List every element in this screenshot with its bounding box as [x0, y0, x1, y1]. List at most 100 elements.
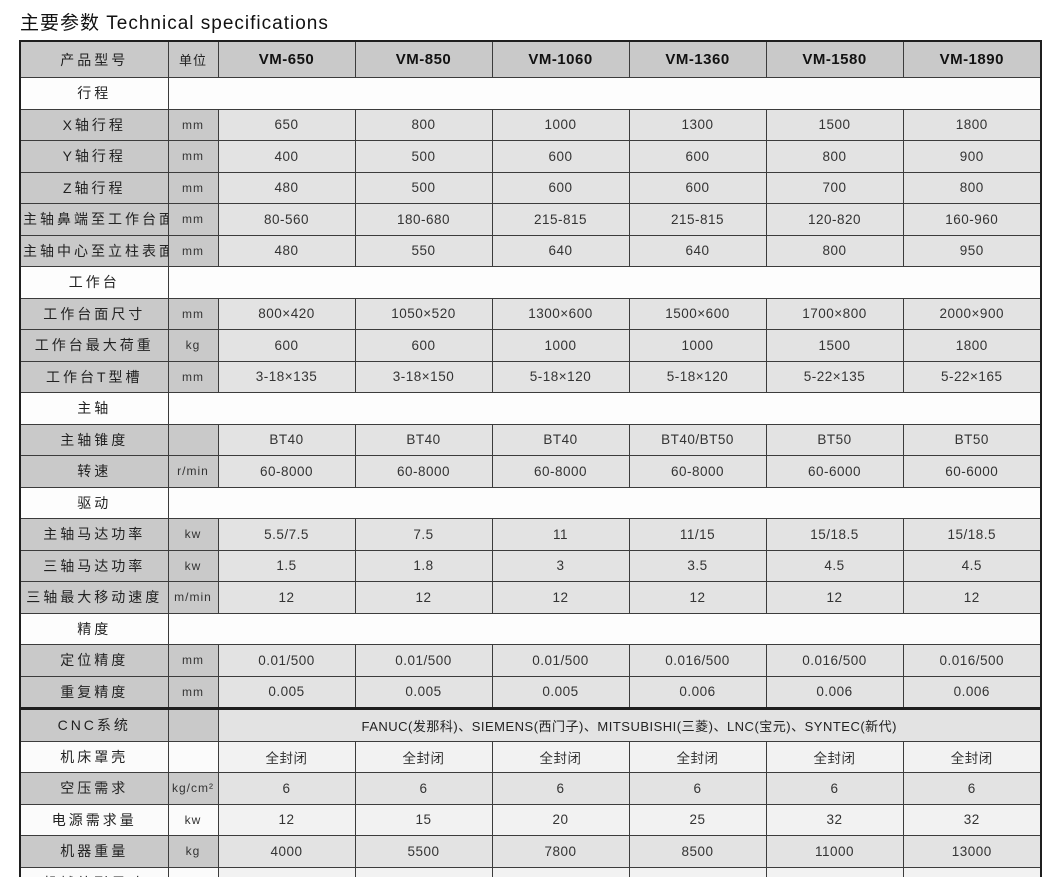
value-cell: 3200×2700×2750: [491, 866, 630, 877]
row-label: CNC系统: [19, 707, 169, 742]
row-label: 重复精度: [19, 675, 169, 709]
unit-cell: mm: [167, 108, 219, 141]
value-cell: 3-18×150: [354, 360, 493, 393]
row-label: 工作台面尺寸: [19, 297, 169, 330]
section-row: 驱动: [19, 486, 1042, 519]
value-cell: 80-560: [217, 203, 356, 236]
unit-cell: mm: [167, 644, 219, 677]
row-label: Z轴行程: [19, 171, 169, 204]
unit-cell: mm: [167, 360, 219, 393]
value-cell: 6: [354, 772, 493, 805]
row-label: X轴行程: [19, 108, 169, 141]
unit-cell: mm: [167, 203, 219, 236]
value-cell: 480: [217, 171, 356, 204]
section-label: 精度: [19, 612, 169, 645]
value-cell: 60-8000: [491, 455, 630, 488]
value-cell: 15/18.5: [902, 518, 1042, 551]
value-cell: 6: [628, 772, 767, 805]
page-title: 主要参数 Technical specifications: [20, 13, 329, 34]
value-cell: 全封闭: [491, 740, 630, 773]
row-label: 电源需求量: [19, 803, 169, 836]
value-cell: 0.016/500: [628, 644, 767, 677]
value-cell: 0.006: [628, 675, 767, 709]
value-cell: 全封闭: [902, 740, 1042, 773]
row-label: Y轴行程: [19, 140, 169, 173]
table-row: 主轴鼻端至工作台面 mm 80-560 180-680 215-815 215-…: [19, 203, 1042, 236]
table-row: 转速 r/min 60-8000 60-8000 60-8000 60-8000…: [19, 455, 1042, 488]
value-cell: 640: [628, 234, 767, 267]
value-cell: 60-8000: [354, 455, 493, 488]
value-cell: 640: [491, 234, 630, 267]
header-model: VM-1060: [491, 40, 630, 78]
value-cell: 全封闭: [765, 740, 904, 773]
value-cell: 650: [217, 108, 356, 141]
value-cell: 1300×600: [491, 297, 630, 330]
header-model: VM-650: [217, 40, 356, 78]
value-cell: 800×420: [217, 297, 356, 330]
value-cell: 800: [902, 171, 1042, 204]
table-row: 空压需求 kg/cm² 6 6 6 6 6 6: [19, 772, 1042, 805]
value-cell: 20: [491, 803, 630, 836]
value-cell: 1.8: [354, 549, 493, 582]
value-cell: 500: [354, 171, 493, 204]
value-cell: 1800: [902, 329, 1042, 362]
cnc-system-row: CNC系统 FANUC(发那科)、SIEMENS(西门子)、MITSUBISHI…: [19, 707, 1042, 742]
value-cell: 32: [902, 803, 1042, 836]
value-cell: 0.005: [217, 675, 356, 709]
value-cell: 800: [765, 140, 904, 173]
value-cell: 1500: [765, 108, 904, 141]
row-label: 三轴马达功率: [19, 549, 169, 582]
table-row: 三轴马达功率 kw 1.5 1.8 3 3.5 4.5 4.5: [19, 549, 1042, 582]
value-cell: 4.5: [902, 549, 1042, 582]
unit-cell: kg/cm²: [167, 772, 219, 805]
value-cell: 4.5: [765, 549, 904, 582]
unit-cell: r/min: [167, 455, 219, 488]
value-cell: 13000: [902, 835, 1042, 868]
value-cell: 600: [217, 329, 356, 362]
row-label: 主轴锥度: [19, 423, 169, 456]
value-cell: 6: [491, 772, 630, 805]
value-cell: 1500: [765, 329, 904, 362]
value-cell: 32: [765, 803, 904, 836]
unit-cell: kw: [167, 549, 219, 582]
unit-cell: kw: [167, 518, 219, 551]
value-cell: 3600×3300×2850: [628, 866, 767, 877]
value-cell: 950: [902, 234, 1042, 267]
unit-cell: kg: [167, 835, 219, 868]
row-label: 三轴最大移动速度: [19, 581, 169, 614]
value-cell: 5-22×165: [902, 360, 1042, 393]
value-cell: 3: [491, 549, 630, 582]
value-cell: 4400×4600×3500: [765, 866, 904, 877]
row-label: 定位精度: [19, 644, 169, 677]
value-cell: 800: [765, 234, 904, 267]
section-spacer: [167, 77, 1042, 110]
section-label: 驱动: [19, 486, 169, 519]
value-cell: 6: [217, 772, 356, 805]
value-cell: 2000×900: [902, 297, 1042, 330]
value-cell: 1800: [902, 108, 1042, 141]
header-model: VM-1580: [765, 40, 904, 78]
value-cell: 120-820: [765, 203, 904, 236]
value-cell: 12: [765, 581, 904, 614]
value-cell: 60-6000: [765, 455, 904, 488]
table-row: 三轴最大移动速度 m/min 12 12 12 12 12 12: [19, 581, 1042, 614]
table-row: 机器重量 kg 4000 5500 7800 8500 11000 13000: [19, 835, 1042, 868]
table-row: 电源需求量 kw 12 15 20 25 32 32: [19, 803, 1042, 836]
header-param-label: 产品型号: [19, 40, 169, 78]
value-cell: 160-960: [902, 203, 1042, 236]
value-cell: 12: [491, 581, 630, 614]
section-label: 行程: [19, 77, 169, 110]
value-cell: BT40: [354, 423, 493, 456]
section-spacer: [167, 486, 1042, 519]
unit-cell: mm: [167, 171, 219, 204]
value-cell: 0.01/500: [217, 644, 356, 677]
table-row: Y轴行程 mm 400 500 600 600 800 900: [19, 140, 1042, 173]
value-cell: 480: [217, 234, 356, 267]
section-spacer: [167, 612, 1042, 645]
table-row: 主轴锥度 BT40 BT40 BT40 BT40/BT50 BT50 BT50: [19, 423, 1042, 456]
value-cell: 全封闭: [628, 740, 767, 773]
value-cell: 60-8000: [217, 455, 356, 488]
header-model: VM-850: [354, 40, 493, 78]
value-cell: 全封闭: [354, 740, 493, 773]
